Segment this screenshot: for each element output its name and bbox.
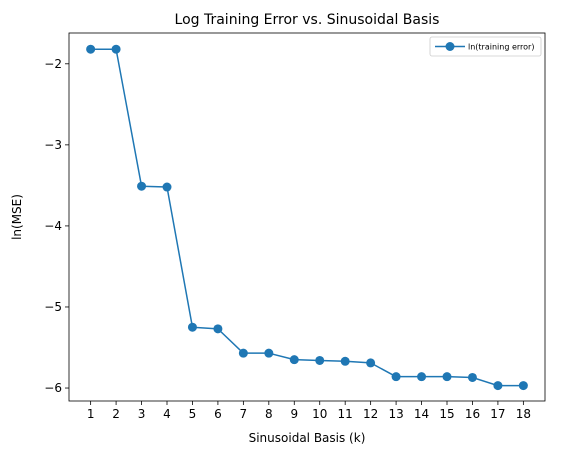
y-tick-label: −3 bbox=[44, 138, 62, 152]
x-tick-label: 3 bbox=[138, 407, 146, 421]
legend: ln(training error) bbox=[429, 36, 542, 57]
x-tick-label: 4 bbox=[163, 407, 171, 421]
x-tick-label: 16 bbox=[465, 407, 480, 421]
data-point bbox=[162, 182, 172, 192]
data-point bbox=[442, 372, 452, 382]
y-axis: −2 −3 −4 −5 −6 bbox=[44, 57, 69, 395]
x-tick-label: 7 bbox=[240, 407, 248, 421]
x-tick-label: 2 bbox=[112, 407, 120, 421]
data-point bbox=[467, 372, 477, 382]
x-tick-label: 13 bbox=[388, 407, 403, 421]
data-point bbox=[417, 372, 427, 382]
legend-label: ln(training error) bbox=[468, 43, 534, 52]
x-tick-label: 11 bbox=[338, 407, 353, 421]
y-tick-label: −5 bbox=[44, 300, 62, 314]
legend-marker bbox=[445, 42, 455, 51]
x-axis-label: Sinusoidal Basis (k) bbox=[249, 431, 366, 445]
data-point bbox=[391, 372, 401, 382]
x-tick-label: 5 bbox=[189, 407, 197, 421]
data-point bbox=[315, 355, 325, 365]
data-point bbox=[86, 44, 96, 54]
data-point bbox=[111, 44, 121, 54]
plot-area bbox=[86, 44, 528, 391]
data-point bbox=[187, 322, 197, 332]
x-tick-label: 18 bbox=[516, 407, 531, 421]
data-point bbox=[493, 381, 503, 391]
x-axis: 1 2 3 4 5 6 7 8 9 10 11 12 13 14 15 16 17 18 bbox=[87, 401, 531, 421]
data-point bbox=[137, 181, 147, 191]
x-tick-label: 1 bbox=[87, 407, 95, 421]
chart-title: Log Training Error vs. Sinusoidal Basis bbox=[175, 12, 440, 28]
y-axis-label: ln(MSE) bbox=[10, 194, 24, 240]
y-tick-label: −6 bbox=[44, 381, 62, 395]
x-tick-label: 6 bbox=[214, 407, 222, 421]
x-tick-label: 17 bbox=[490, 407, 505, 421]
series-line bbox=[90, 48, 524, 387]
data-point bbox=[518, 381, 528, 391]
x-tick-label: 15 bbox=[439, 407, 454, 421]
data-point bbox=[366, 358, 376, 368]
x-tick-label: 8 bbox=[265, 407, 273, 421]
x-tick-label: 10 bbox=[312, 407, 327, 421]
x-tick-label: 9 bbox=[290, 407, 298, 421]
data-point bbox=[213, 324, 223, 334]
data-point bbox=[264, 348, 274, 358]
data-point bbox=[238, 348, 248, 358]
legend-box bbox=[429, 36, 542, 57]
x-tick-label: 14 bbox=[414, 407, 429, 421]
data-point bbox=[340, 356, 350, 366]
y-tick-label: −4 bbox=[44, 219, 62, 233]
x-tick-label: 12 bbox=[363, 407, 378, 421]
plot-frame bbox=[68, 32, 546, 402]
data-point bbox=[289, 355, 299, 365]
y-tick-label: −2 bbox=[44, 57, 62, 71]
